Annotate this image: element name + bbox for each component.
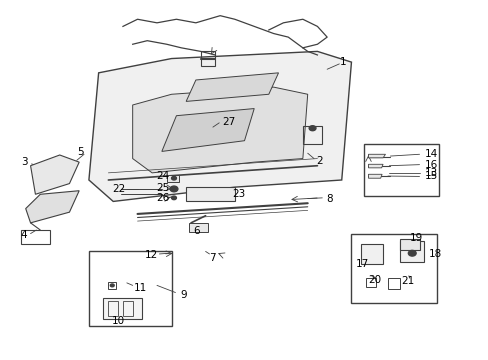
Bar (186, 187, 234, 202)
Bar (188, 223, 207, 232)
Text: 8: 8 (325, 194, 332, 204)
Text: 12: 12 (144, 250, 158, 260)
Polygon shape (132, 87, 307, 173)
Polygon shape (368, 154, 385, 158)
Text: 4: 4 (21, 230, 27, 240)
Text: 11: 11 (133, 283, 146, 293)
Polygon shape (368, 174, 381, 178)
Text: 24: 24 (156, 171, 169, 181)
Text: 13: 13 (424, 168, 437, 178)
Text: 2: 2 (316, 156, 323, 166)
Circle shape (171, 196, 176, 200)
Circle shape (110, 284, 114, 287)
Polygon shape (26, 191, 79, 223)
Text: 27: 27 (222, 117, 235, 127)
Bar (21, 230, 50, 244)
Text: 19: 19 (409, 233, 422, 243)
Text: 25: 25 (156, 183, 169, 193)
Text: 6: 6 (193, 226, 200, 236)
Bar (103, 298, 142, 319)
Bar (387, 278, 399, 289)
Bar (108, 282, 116, 289)
Text: 23: 23 (231, 189, 244, 199)
Bar (166, 175, 179, 182)
Polygon shape (89, 51, 351, 202)
Circle shape (308, 126, 315, 131)
Polygon shape (186, 73, 278, 102)
Text: 1: 1 (339, 57, 345, 67)
Text: 26: 26 (156, 193, 169, 203)
Text: 3: 3 (21, 157, 27, 167)
Bar (108, 301, 118, 316)
Bar (89, 251, 171, 327)
Text: 17: 17 (355, 259, 368, 269)
Bar (399, 241, 424, 262)
Circle shape (171, 176, 176, 180)
Text: 22: 22 (112, 184, 125, 194)
Text: 9: 9 (180, 290, 186, 300)
Bar (399, 239, 419, 249)
Bar (122, 301, 132, 316)
Text: 18: 18 (428, 249, 442, 259)
Text: 5: 5 (77, 147, 83, 157)
Bar (363, 144, 438, 196)
Text: 7: 7 (209, 252, 216, 262)
Bar (361, 244, 382, 264)
Bar (351, 234, 436, 303)
Circle shape (170, 186, 178, 192)
Text: 21: 21 (400, 276, 413, 286)
Bar (366, 278, 375, 287)
Bar (201, 51, 215, 66)
Circle shape (407, 250, 415, 256)
Polygon shape (368, 164, 382, 168)
Bar (302, 126, 322, 144)
Text: 20: 20 (367, 275, 380, 285)
Text: 16: 16 (424, 159, 437, 170)
Polygon shape (30, 155, 79, 194)
Text: 15: 15 (424, 171, 437, 181)
Text: 10: 10 (112, 316, 125, 327)
Polygon shape (162, 109, 254, 152)
Text: 14: 14 (424, 149, 437, 159)
